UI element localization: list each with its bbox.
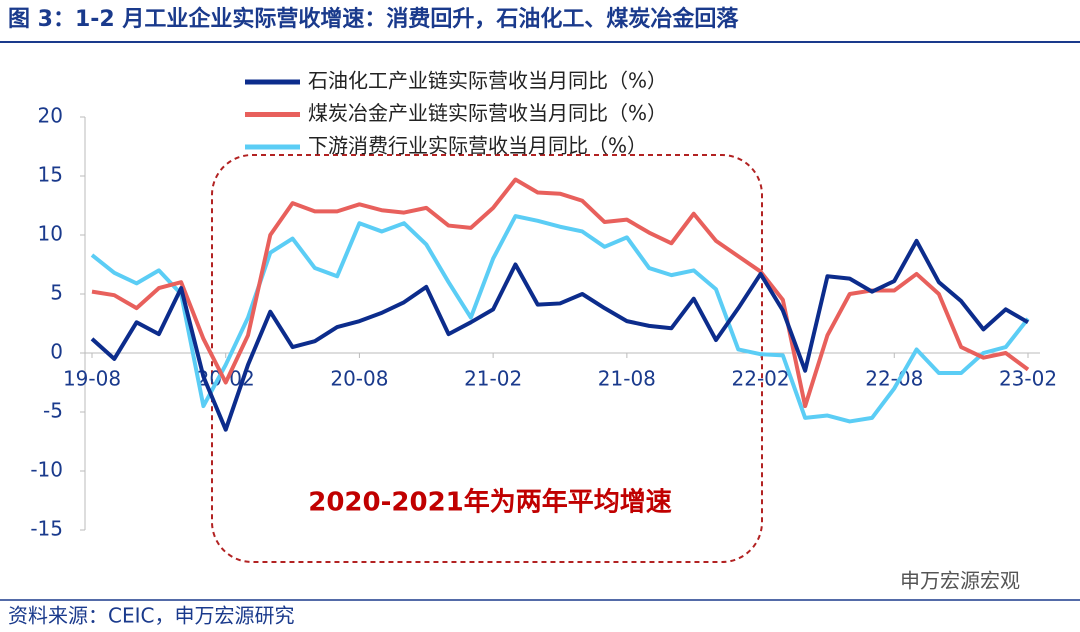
legend-label: 下游消费行业实际营收当月同比（%） <box>308 134 647 158</box>
highlight-box <box>211 154 763 563</box>
y-tick-label: -15 <box>30 517 63 541</box>
x-tick-label: 21-02 <box>464 367 522 391</box>
legend-label: 石油化工产业链实际营收当月同比（%） <box>308 69 667 93</box>
x-tick-label: 19-08 <box>63 367 121 391</box>
y-tick-label: 20 <box>38 104 63 128</box>
x-tick-label: 21-08 <box>598 367 656 391</box>
series-line <box>90 214 1030 424</box>
series-line <box>90 238 1030 432</box>
x-tick-label: 22-02 <box>732 367 790 391</box>
chart-title: 图 3：1-2 月工业企业实际营收增速：消费回升，石油化工、煤炭冶金回落 <box>8 6 739 32</box>
y-tick-label: 0 <box>50 340 63 364</box>
x-tick-label: 20-08 <box>330 367 388 391</box>
annotation: 2020-2021年为两年平均增速 <box>308 487 672 518</box>
y-tick-label: 15 <box>38 163 63 187</box>
source: 资料来源：CEIC，申万宏源研究 <box>8 604 294 628</box>
legend-label: 煤炭冶金产业链实际营收当月同比（%） <box>308 101 667 125</box>
y-tick-label: 10 <box>38 222 63 246</box>
y-tick-label: -10 <box>30 458 63 482</box>
x-tick-label: 23-02 <box>999 367 1057 391</box>
y-tick-label: -5 <box>43 399 63 423</box>
watermark: 申万宏源宏观 <box>900 569 1020 593</box>
y-tick-label: 5 <box>50 281 63 305</box>
